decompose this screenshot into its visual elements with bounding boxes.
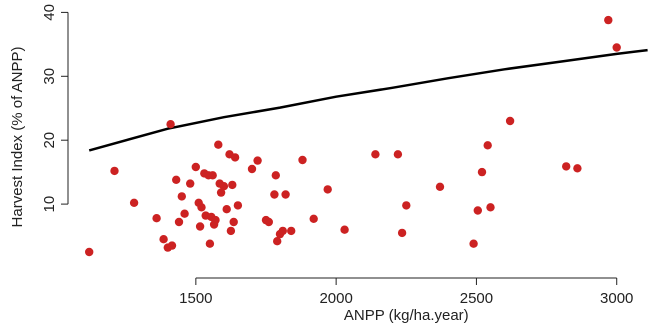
data-point (129, 198, 139, 207)
data-point (562, 162, 571, 171)
data-point (191, 162, 200, 172)
data-point (208, 171, 217, 180)
data-point (222, 205, 231, 214)
y-axis-title: Harvest Index (% of ANPP) (9, 47, 26, 228)
x-axis-title: ANPP (kg/ha.year) (344, 307, 469, 324)
data-point (177, 192, 186, 201)
x-tick-label: 2500 (460, 290, 493, 307)
data-point (216, 188, 226, 197)
data-point (186, 179, 195, 188)
y-tick-label: 40 (41, 4, 58, 21)
y-tick-label: 20 (41, 132, 58, 149)
data-point (435, 182, 445, 191)
data-points (85, 15, 621, 257)
data-point (505, 116, 515, 126)
data-point (211, 215, 220, 225)
x-tick-label: 3000 (600, 290, 633, 307)
data-point (230, 153, 240, 162)
trend-line (88, 48, 648, 152)
x-tick-label: 2000 (319, 290, 352, 307)
data-point (226, 226, 236, 236)
data-point (159, 235, 168, 244)
data-point (604, 15, 613, 25)
y-tick-label: 30 (41, 68, 58, 85)
data-point (397, 228, 407, 238)
data-point (264, 217, 273, 227)
data-point (197, 203, 206, 212)
data-point (469, 239, 478, 248)
data-point (205, 239, 215, 248)
data-point (340, 225, 349, 234)
data-point (278, 226, 287, 236)
data-point (253, 156, 262, 165)
data-point (402, 201, 411, 210)
data-point (214, 140, 223, 149)
data-point (229, 217, 238, 227)
data-point (167, 241, 177, 250)
data-point (273, 237, 282, 246)
data-point (309, 214, 318, 223)
data-point (233, 201, 243, 210)
data-point (270, 190, 279, 199)
data-point (612, 43, 621, 52)
data-point (247, 164, 257, 174)
data-point (323, 185, 332, 194)
data-point (271, 171, 280, 180)
x-tick-label: 1500 (179, 290, 212, 307)
y-axis-ticks: 10 20 30 40 (41, 4, 68, 212)
plot-frame (67, 12, 617, 279)
data-point (172, 175, 181, 184)
data-point (573, 164, 582, 173)
data-point (152, 214, 161, 223)
data-point (473, 206, 482, 215)
data-point (166, 120, 175, 129)
x-axis-ticks: 1500 2000 2500 3000 (179, 278, 633, 307)
data-point (219, 182, 229, 191)
data-point (298, 155, 307, 165)
data-point (486, 203, 495, 212)
data-point (371, 150, 380, 159)
data-point (281, 190, 290, 199)
data-point (85, 247, 94, 257)
data-point (393, 150, 403, 159)
data-point (174, 217, 184, 227)
y-tick-label: 10 (41, 196, 58, 213)
data-point (477, 167, 487, 177)
data-point (195, 222, 205, 231)
data-point (287, 226, 296, 236)
data-point (180, 209, 189, 218)
data-point (483, 141, 492, 150)
data-point (110, 166, 119, 176)
data-point (228, 180, 237, 190)
